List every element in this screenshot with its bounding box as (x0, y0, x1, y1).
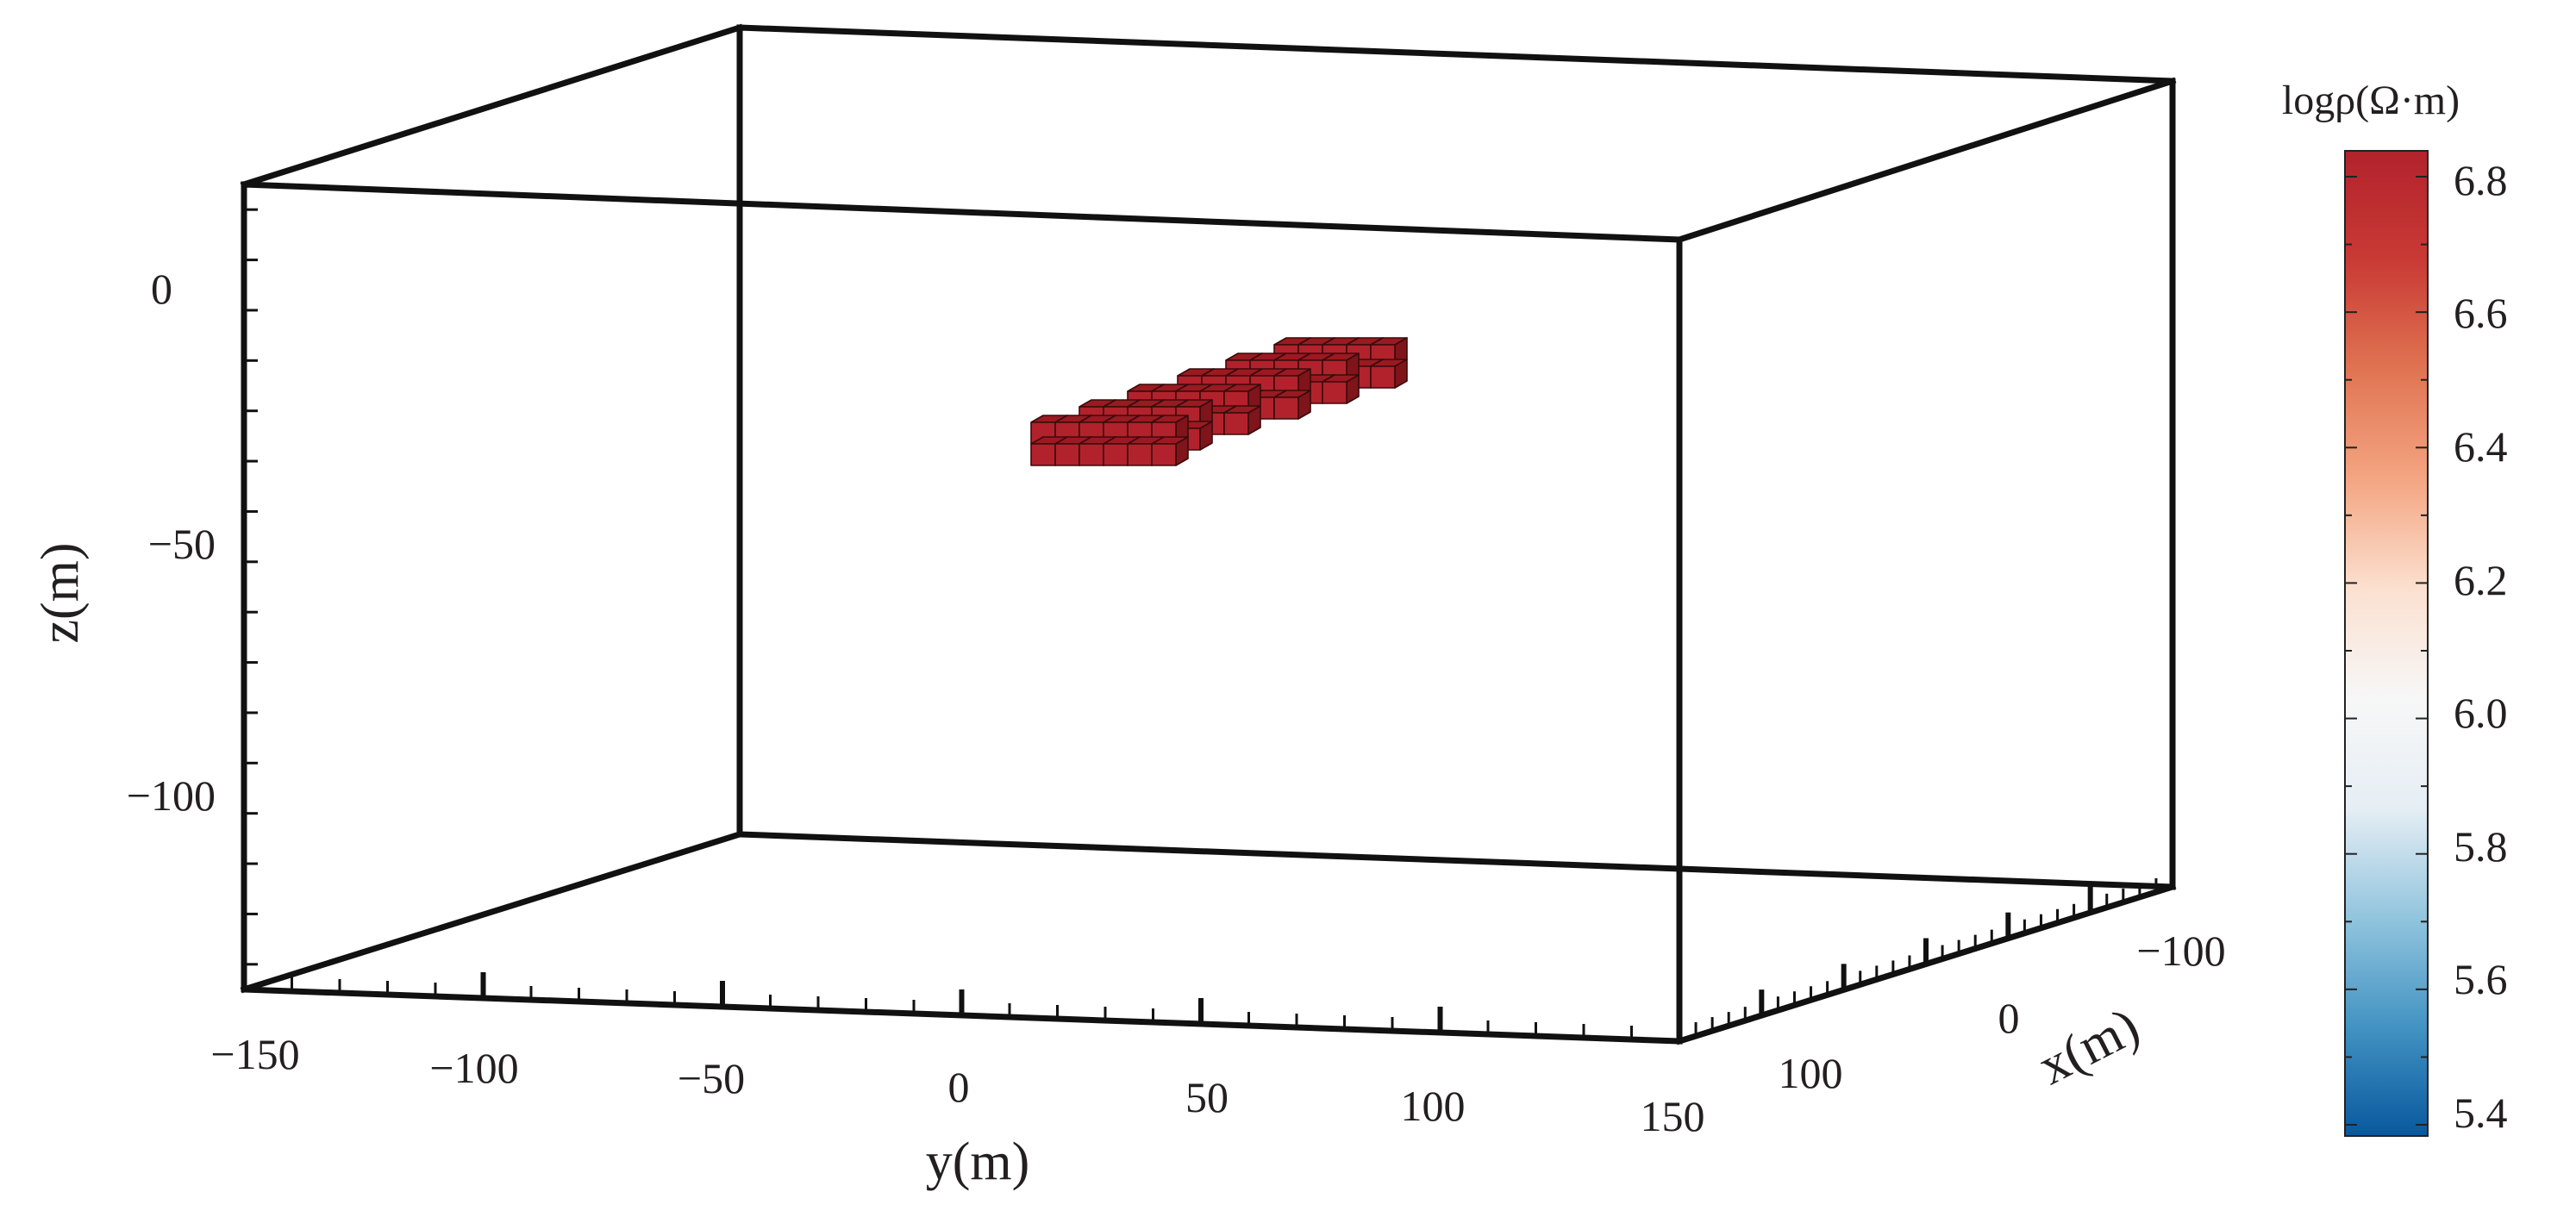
anomaly-voxel (1054, 443, 1080, 466)
anomaly-voxel (1322, 381, 1347, 404)
axis-ticks (241, 208, 2175, 1041)
colorbar-ticks (2345, 176, 2428, 1126)
y-tick-label: 150 (1641, 1092, 1705, 1140)
z-axis-label: z(m) (31, 542, 90, 643)
y-tick-labels: −150 −100 −50 0 50 100 150 (210, 1030, 1704, 1140)
z-tick-label: −100 (127, 771, 216, 820)
y-tick-label: −150 (210, 1030, 299, 1078)
y-tick-label: 50 (1185, 1073, 1229, 1121)
box-edge-bottom-left (240, 830, 744, 994)
colorbar-tick-label: 6.4 (2454, 422, 2508, 471)
anomaly-voxel (1223, 412, 1249, 435)
anomaly-body (1030, 337, 1408, 466)
anomaly-voxel (1030, 443, 1056, 466)
anomaly-voxel (1127, 443, 1153, 466)
x-tick-label: 100 (1779, 1049, 1843, 1097)
z-tick-label: −50 (148, 520, 216, 568)
anomaly-voxel (1079, 443, 1104, 466)
anomaly-voxel (1273, 396, 1299, 420)
x-tick-label: −100 (2136, 927, 2225, 975)
colorbar-tick-labels: 6.8 6.6 6.4 6.2 6.0 5.8 5.6 5.4 (2454, 156, 2508, 1137)
colorbar-tick-label: 5.8 (2454, 822, 2508, 871)
y-tick-label: 100 (1401, 1082, 1466, 1130)
anomaly-voxel (1151, 443, 1177, 466)
colorbar: logρ(Ω·m) 6.8 6.6 6.4 6.2 6.0 5.8 5.6 5.… (2282, 78, 2508, 1137)
anomaly-voxel (1370, 365, 1396, 389)
colorbar-tick-label: 6.2 (2454, 556, 2508, 604)
z-tick-label: 0 (151, 265, 172, 313)
box-front-face (241, 181, 1683, 1045)
box-back-face (736, 24, 2176, 890)
box-frame (240, 23, 2177, 1045)
x-axis-label: x(m) (2029, 997, 2148, 1096)
box-edge-top-right (1675, 77, 2177, 244)
colorbar-tick-label: 5.4 (2454, 1089, 2508, 1137)
anomaly-voxel (1103, 443, 1129, 466)
y-tick-label: 0 (948, 1063, 970, 1111)
z-tick-labels: 0 −50 −100 (127, 265, 216, 820)
y-tick-label: −100 (429, 1044, 518, 1092)
colorbar-tick-label: 6.0 (2454, 689, 2508, 737)
colorbar-tick-label: 6.8 (2454, 156, 2508, 204)
x-tick-labels: −100 0 100 (1779, 927, 2226, 1097)
y-tick-label: −50 (678, 1054, 745, 1102)
colorbar-gradient (2344, 150, 2429, 1137)
anomaly-voxels (1030, 337, 1408, 466)
box-edge-top-left (240, 23, 744, 189)
colorbar-title: logρ(Ω·m) (2282, 78, 2460, 123)
colorbar-tick-label: 5.6 (2454, 955, 2508, 1003)
colorbar-tick-label: 6.6 (2454, 289, 2508, 337)
y-axis-label: y(m) (926, 1133, 1030, 1191)
x-tick-label: 0 (1998, 994, 2020, 1042)
